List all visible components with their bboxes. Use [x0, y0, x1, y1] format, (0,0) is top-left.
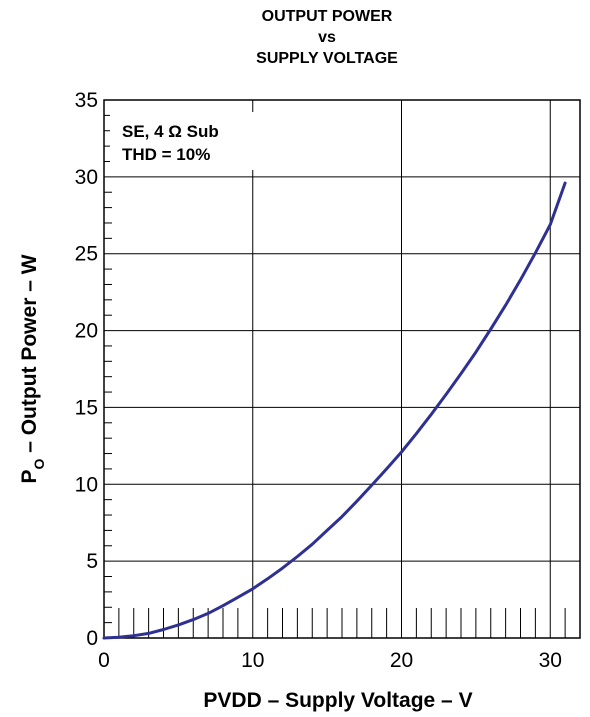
y-axis-label-rest: – Output Power – W	[18, 254, 41, 458]
legend-annotation: SE, 4 Ω Sub THD = 10%	[110, 112, 258, 170]
title-line-2: vs	[318, 29, 336, 46]
y-tick-label: 35	[75, 89, 98, 112]
grid	[103, 99, 580, 639]
y-tick-label: 20	[75, 320, 98, 343]
x-tick-label: 10	[241, 649, 264, 672]
y-tick-label: 30	[75, 166, 98, 189]
annotation-box	[110, 112, 258, 170]
y-tick-labels: 0 5 10 15 20 25 30 35	[75, 89, 98, 650]
y-tick-label: 5	[86, 550, 98, 573]
annotation-line-1: SE, 4 Ω Sub	[122, 122, 219, 141]
plot-frame	[103, 99, 581, 639]
y-axis-label-sub: O	[31, 459, 47, 470]
y-tick-label: 0	[86, 627, 98, 650]
y-axis-label-main: P	[18, 470, 41, 484]
minor-ticks	[104, 114, 581, 638]
y-tick-label: 25	[75, 243, 98, 266]
series-line	[102, 181, 567, 640]
x-tick-label: 30	[539, 649, 562, 672]
annotation-line-2: THD = 10%	[122, 145, 210, 164]
x-tick-label: 20	[390, 649, 413, 672]
x-tick-label: 0	[98, 649, 110, 672]
series-layer	[102, 181, 567, 640]
x-axis-label: PVDD – Supply Voltage – V	[203, 689, 472, 712]
y-tick-label: 10	[75, 473, 98, 496]
title-line-3: SUPPLY VOLTAGE	[256, 50, 398, 67]
x-tick-labels: 0 10 20 30	[98, 649, 562, 672]
title-line-1: OUTPUT POWER	[262, 8, 393, 25]
y-tick-label: 15	[75, 396, 98, 419]
y-axis-label: PO – Output Power – W	[18, 254, 47, 483]
chart-title: OUTPUT POWER vs SUPPLY VOLTAGE	[256, 8, 398, 67]
